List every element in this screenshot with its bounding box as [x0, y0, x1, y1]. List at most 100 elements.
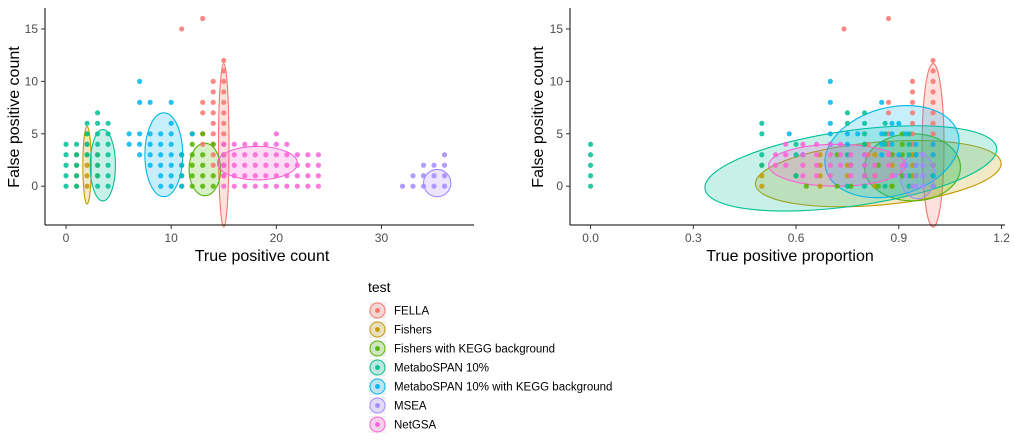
right-point [848, 152, 854, 158]
left-point [221, 141, 227, 147]
left-panel: 0 10 20 30 0 5 10 15 True positive count False … [6, 8, 474, 265]
right-point [844, 120, 851, 126]
right-point [837, 162, 844, 168]
right-point [896, 152, 902, 158]
left-point [179, 162, 185, 168]
left-point [179, 152, 185, 158]
right-point [913, 183, 919, 189]
left-point [420, 162, 427, 168]
left-point [200, 110, 206, 116]
left-point [200, 173, 206, 179]
right-point [814, 162, 820, 168]
left-point [210, 141, 216, 147]
left-point [284, 141, 290, 147]
left-point [189, 173, 195, 179]
left-y-tick-label: 10 [25, 74, 39, 88]
left-point [210, 120, 216, 126]
right-point [909, 120, 916, 126]
left-point [221, 78, 227, 84]
left-point [263, 162, 269, 168]
left-point [200, 162, 206, 168]
right-point [800, 162, 806, 168]
left-point [105, 152, 111, 158]
left-point [200, 141, 206, 147]
right-point [841, 26, 847, 32]
left-x-tick-label: 20 [270, 231, 284, 245]
left-x-tick-label: 0 [63, 231, 70, 245]
right-point [827, 173, 833, 179]
left-point [73, 183, 80, 189]
left-points [63, 15, 448, 189]
legend: test FELLA Fishers Fishers with KEGG backg… [368, 279, 612, 433]
right-ellipse-6 [768, 143, 907, 187]
right-point [930, 110, 936, 116]
left-x-tick-label: 30 [375, 231, 389, 245]
left-point [147, 131, 153, 137]
left-point [126, 141, 132, 147]
left-point [410, 173, 416, 179]
right-point [827, 120, 833, 126]
left-point [242, 152, 248, 158]
left-point [84, 162, 90, 168]
left-point [231, 183, 237, 189]
right-ellipses [704, 63, 1002, 228]
legend-label: FELLA [394, 306, 429, 318]
legend-key-point [375, 403, 380, 408]
right-point [889, 141, 895, 147]
left-point [84, 120, 90, 126]
left-point [84, 173, 90, 179]
left-point [179, 173, 185, 179]
right-point [786, 131, 792, 137]
left-point [63, 183, 69, 189]
right-point [827, 162, 833, 168]
right-point [587, 183, 594, 189]
left-point [158, 183, 164, 189]
right-y-axis-title: False positive count [530, 46, 547, 188]
left-point [273, 131, 279, 137]
left-point [137, 141, 143, 147]
left-point [168, 131, 174, 137]
left-point [305, 152, 311, 158]
left-point [305, 183, 311, 189]
left-point [252, 162, 258, 168]
left-point [273, 152, 279, 158]
left-point [189, 141, 195, 147]
right-point [861, 173, 868, 179]
right-point [861, 120, 868, 126]
legend-entry: MSEA [369, 397, 427, 414]
right-point [889, 120, 895, 126]
right-point [793, 173, 799, 179]
right-point [827, 141, 833, 147]
right-point [827, 99, 833, 105]
left-point [420, 183, 427, 189]
left-point [221, 57, 227, 64]
right-point [885, 110, 892, 116]
right-point [848, 162, 854, 168]
left-point [84, 131, 90, 137]
right-x-tick-label: 0.3 [685, 231, 702, 245]
legend-key-point [375, 384, 380, 389]
left-point [221, 183, 227, 189]
right-point [783, 152, 789, 158]
left-point [284, 173, 290, 179]
right-point [930, 89, 936, 95]
right-point [909, 78, 916, 84]
right-point [872, 162, 878, 168]
left-point [189, 183, 195, 189]
left-point [252, 183, 258, 189]
left-point [315, 183, 321, 189]
right-point [903, 131, 909, 137]
right-point [896, 120, 902, 126]
right-point [885, 152, 892, 158]
right-point [844, 141, 851, 147]
left-point [242, 141, 248, 147]
left-point [105, 162, 111, 168]
right-ellipse-3 [704, 125, 998, 212]
left-point [210, 99, 216, 105]
right-point [793, 141, 799, 147]
right-point [879, 131, 885, 137]
left-point [221, 131, 227, 137]
left-point [105, 120, 111, 126]
left-point [273, 183, 279, 189]
right-point [800, 173, 806, 179]
